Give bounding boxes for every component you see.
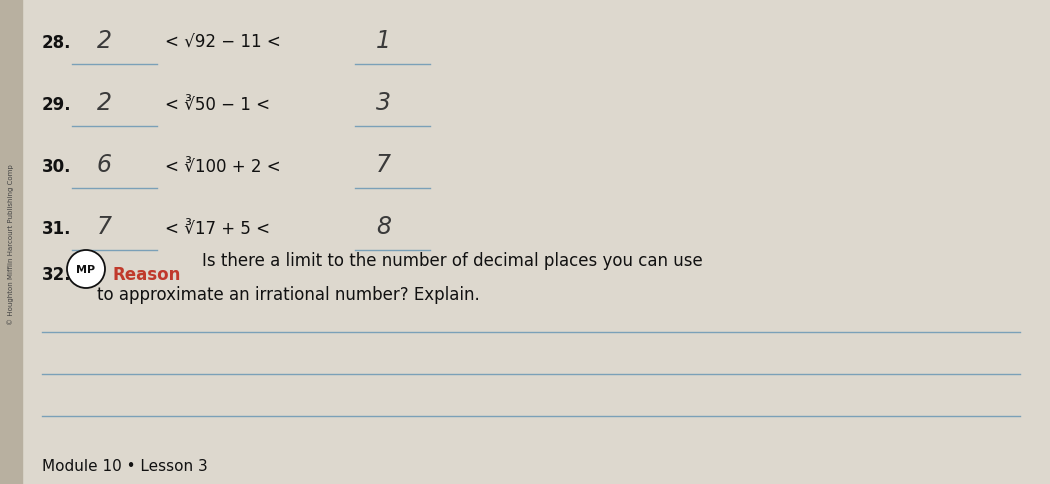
Bar [0,0,22,484]
Text: < ∛50 − 1 <: < ∛50 − 1 < [165,96,270,114]
Text: 8: 8 [376,214,391,239]
Text: 3: 3 [376,91,391,115]
Text: 6: 6 [97,152,111,177]
Text: to approximate an irrational number? Explain.: to approximate an irrational number? Exp… [97,286,480,303]
Text: < √92 − 11 <: < √92 − 11 < [165,34,281,52]
Text: 31.: 31. [42,220,71,238]
Text: 7: 7 [97,214,111,239]
Text: 28.: 28. [42,34,71,52]
Text: 32.: 32. [42,265,71,284]
Text: Module 10 • Lesson 3: Module 10 • Lesson 3 [42,458,208,473]
Text: Reason: Reason [112,265,181,284]
Text: 7: 7 [376,152,391,177]
Text: < ∛17 + 5 <: < ∛17 + 5 < [165,220,270,238]
Text: 29.: 29. [42,96,71,114]
Text: © Houghton Mifflin Harcourt Publishing Comp: © Houghton Mifflin Harcourt Publishing C… [7,164,15,325]
Text: < ∛100 + 2 <: < ∛100 + 2 < [165,158,280,176]
Text: 30.: 30. [42,158,71,176]
Text: MP: MP [77,264,96,274]
Text: Is there a limit to the number of decimal places you can use: Is there a limit to the number of decima… [202,252,702,270]
Text: 2: 2 [97,29,111,53]
Circle shape [67,251,105,288]
Text: 1: 1 [376,29,391,53]
Text: 2: 2 [97,91,111,115]
